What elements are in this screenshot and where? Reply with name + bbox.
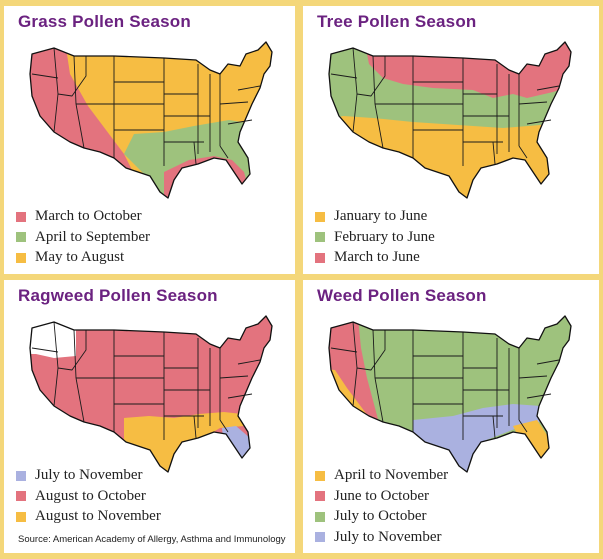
legend-label: January to June: [334, 208, 428, 224]
legend-label: May to August: [35, 249, 125, 265]
legend-swatch: [16, 252, 26, 263]
legend-swatch: [16, 470, 26, 481]
us-map-ragweed: [29, 315, 273, 473]
panel-tree-pollen: Tree Pollen Season January to June Febru…: [303, 6, 599, 274]
legend-swatch: [315, 491, 325, 501]
panel-title: Ragweed Pollen Season: [18, 286, 218, 305]
panel-title: Grass Pollen Season: [18, 12, 191, 31]
legend-swatch: [315, 252, 325, 263]
legend: March to October April to September May …: [16, 207, 150, 269]
region-april-september: [124, 120, 272, 198]
legend: January to June February to June March t…: [315, 207, 435, 269]
legend: April to November June to October July t…: [315, 466, 448, 548]
panel-ragweed-pollen: Ragweed Pollen Season July to November A…: [4, 280, 295, 553]
state-lines: [31, 47, 261, 166]
legend-swatch: [16, 511, 26, 522]
legend-item: July to October: [315, 507, 448, 526]
legend-item: July to November: [16, 466, 161, 485]
legend-label: June to October: [334, 487, 429, 504]
legend-swatch: [315, 470, 325, 481]
legend-label: March to October: [35, 208, 142, 224]
region-no-ragweed: [30, 316, 76, 358]
legend-swatch: [16, 211, 26, 222]
us-map-weed: [328, 315, 572, 473]
legend-item: April to September: [16, 228, 150, 247]
panel-weed-pollen: Weed Pollen Season April to November Jun…: [303, 280, 599, 553]
legend-swatch: [315, 211, 325, 222]
legend-item: January to June: [315, 207, 435, 226]
state-lines: [330, 47, 560, 166]
legend-item: May to August: [16, 248, 150, 267]
legend-item: April to November: [315, 466, 448, 485]
panel-grass-pollen: Grass Pollen Season March to October Apr…: [4, 6, 295, 274]
legend-label: July to October: [334, 508, 427, 524]
legend-label: August to October: [35, 487, 146, 504]
legend-item: August to November: [16, 507, 161, 526]
state-lines: [330, 321, 560, 440]
legend-label: August to November: [35, 508, 161, 524]
legend-item: March to October: [16, 207, 150, 226]
panel-title: Weed Pollen Season: [317, 286, 487, 305]
panel-title: Tree Pollen Season: [317, 12, 477, 31]
legend-swatch: [315, 232, 325, 242]
legend-label: February to June: [334, 228, 435, 245]
legend-item: July to November: [315, 528, 448, 547]
us-map-tree: [328, 41, 572, 199]
source-citation: Source: American Academy of Allergy, Ast…: [18, 534, 286, 545]
legend-item: February to June: [315, 228, 435, 247]
state-lines: [31, 321, 261, 440]
legend-swatch: [16, 232, 26, 242]
legend-label: July to November: [334, 528, 442, 545]
legend-item: August to October: [16, 487, 161, 506]
legend-swatch: [315, 532, 325, 542]
legend-label: July to November: [35, 467, 143, 483]
legend-item: June to October: [315, 487, 448, 506]
legend-item: March to June: [315, 248, 435, 267]
legend-label: March to June: [334, 249, 420, 265]
us-map-grass: [29, 41, 273, 199]
legend-swatch: [16, 491, 26, 501]
legend-swatch: [315, 511, 325, 522]
legend: July to November August to October Augus…: [16, 466, 161, 528]
legend-label: April to November: [334, 467, 449, 483]
legend-label: April to September: [35, 228, 150, 245]
